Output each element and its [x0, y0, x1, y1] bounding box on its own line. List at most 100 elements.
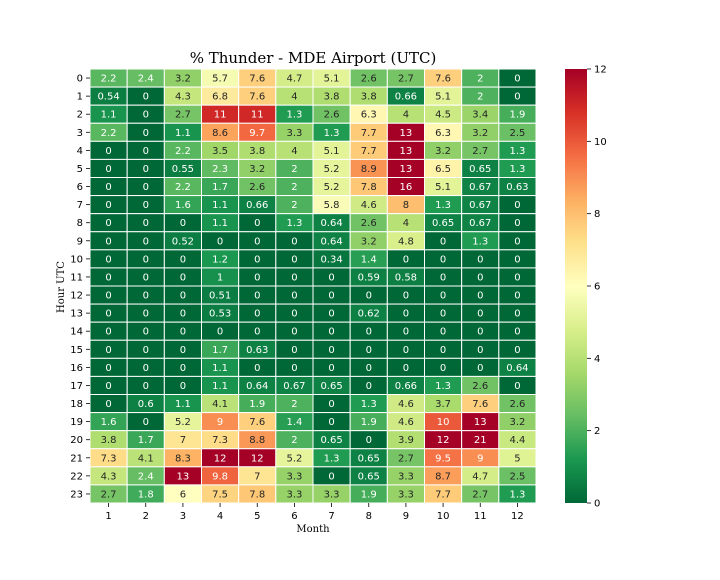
cell-value-label: 0.65 [432, 218, 454, 229]
cell-value-label: 0 [403, 309, 409, 320]
cell-value-label: 1.4 [361, 254, 377, 265]
cell-value-label: 13 [177, 471, 190, 482]
cell-value-label: 0 [328, 363, 334, 374]
cell-value-label: 7.8 [361, 182, 377, 193]
cell-value-label: 1.6 [101, 417, 117, 428]
cell-value-label: 4.4 [509, 435, 525, 446]
cell-value-label: 13 [400, 146, 413, 157]
cell-value-label: 2.5 [509, 128, 525, 139]
cell-value-label: 12 [437, 435, 450, 446]
cell-value-label: 0 [514, 345, 520, 356]
cell-value-label: 4.7 [286, 74, 302, 85]
cell-value-label: 0 [105, 200, 111, 211]
cell-value-label: 1.3 [472, 236, 488, 247]
y-tick-label: 8 [77, 218, 83, 229]
y-tick-label: 18 [70, 399, 83, 410]
cell-value-label: 0 [514, 309, 520, 320]
cell-value-label: 0 [477, 272, 483, 283]
cell-value-label: 10 [437, 417, 450, 428]
cell-value-label: 0 [143, 182, 149, 193]
cell-value-label: 1.3 [286, 110, 302, 121]
y-tick-label: 16 [70, 363, 83, 374]
cell-value-label: 2.2 [101, 128, 117, 139]
cell-value-label: 8.8 [249, 435, 265, 446]
cell-value-label: 5.2 [175, 417, 191, 428]
colorbar-tick-label: 12 [594, 65, 607, 76]
cell-value-label: 0.34 [320, 254, 342, 265]
cell-value-label: 0 [328, 471, 334, 482]
cell-value-label: 2.3 [212, 164, 228, 175]
cell-value-label: 0 [366, 381, 372, 392]
cell-value-label: 0 [514, 254, 520, 265]
cell-value-label: 0.65 [320, 435, 342, 446]
cell-value-label: 1.3 [509, 146, 525, 157]
cell-value-label: 0 [328, 327, 334, 338]
cell-value-label: 0 [180, 345, 186, 356]
cell-value-label: 0.64 [320, 236, 342, 247]
cell-value-label: 3.2 [249, 164, 265, 175]
cell-value-label: 3.3 [286, 489, 302, 500]
cell-value-label: 1.7 [212, 182, 228, 193]
cell-value-label: 11 [251, 110, 264, 121]
cell-value-label: 2 [291, 182, 297, 193]
cell-value-label: 0.65 [320, 381, 342, 392]
cell-value-label: 5.2 [286, 453, 302, 464]
cell-value-label: 5.8 [324, 200, 340, 211]
cell-value-label: 1.4 [286, 417, 302, 428]
y-tick-label: 23 [70, 489, 83, 500]
cell-value-label: 0 [440, 309, 446, 320]
cell-value-label: 0 [328, 291, 334, 302]
cell-value-label: 21 [474, 435, 487, 446]
y-tick-label: 22 [70, 471, 83, 482]
x-tick-label: 12 [511, 511, 524, 522]
cell-value-label: 0.64 [506, 363, 528, 374]
cell-value-label: 3.3 [286, 471, 302, 482]
cell-value-label: 0.59 [358, 272, 380, 283]
cell-value-label: 0 [403, 327, 409, 338]
cell-value-label: 7.3 [212, 435, 228, 446]
cell-value-label: 0 [105, 363, 111, 374]
cell-value-label: 0.58 [395, 272, 417, 283]
cell-value-label: 4 [291, 146, 297, 157]
cell-value-label: 0 [254, 309, 260, 320]
x-axis-label: Month [296, 524, 330, 535]
cell-value-label: 1 [217, 272, 223, 283]
cell-value-label: 3.2 [361, 236, 377, 247]
cell-value-label: 0 [143, 128, 149, 139]
cell-value-label: 9 [217, 417, 223, 428]
cell-value-label: 0 [440, 327, 446, 338]
cell-value-label: 7.3 [101, 453, 117, 464]
cell-value-label: 1.1 [175, 399, 191, 410]
cell-value-label: 0 [440, 272, 446, 283]
colorbar-tick-label: 8 [594, 209, 600, 220]
cell-value-label: 7.5 [212, 489, 228, 500]
cell-value-label: 0 [105, 182, 111, 193]
cell-value-label: 0 [105, 381, 111, 392]
y-tick-label: 2 [77, 110, 83, 121]
cell-value-label: 0 [143, 164, 149, 175]
cell-value-label: 8.6 [212, 128, 228, 139]
cell-value-label: 0 [366, 363, 372, 374]
cell-value-label: 9 [477, 453, 483, 464]
cell-value-label: 0 [143, 345, 149, 356]
cell-value-label: 6.3 [361, 110, 377, 121]
cell-value-label: 0 [143, 254, 149, 265]
cell-value-label: 0 [440, 291, 446, 302]
cell-value-label: 5.7 [212, 74, 228, 85]
x-tick-label: 7 [328, 511, 334, 522]
cell-value-label: 3.8 [101, 435, 117, 446]
cell-value-label: 0 [143, 309, 149, 320]
heatmap-cell-labels: 2.2 2.4 3.2 5.7 7.6 4.7 5.1 2.6 2.7 7.6 2 0 0.54 0 4.3… [97, 74, 528, 501]
x-tick-label: 9 [403, 511, 409, 522]
colorbar-ticks: 0 2 4 6 8 10 12 [587, 65, 607, 510]
cell-value-label: 3.9 [398, 435, 414, 446]
colorbar-tick-label: 2 [594, 426, 600, 437]
cell-value-label: 4.3 [101, 471, 117, 482]
cell-value-label: 8.9 [361, 164, 377, 175]
cell-value-label: 0 [403, 254, 409, 265]
cell-value-label: 0 [143, 272, 149, 283]
cell-value-label: 2.7 [175, 110, 191, 121]
cell-value-label: 0 [143, 200, 149, 211]
cell-value-label: 0.62 [358, 309, 380, 320]
